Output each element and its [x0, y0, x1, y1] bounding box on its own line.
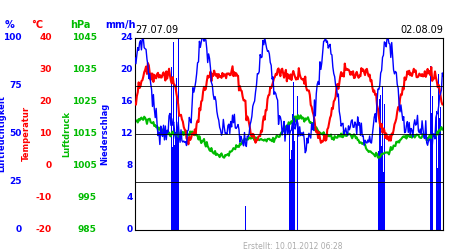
- Bar: [438, 74, 439, 230]
- Bar: [172, 147, 173, 230]
- Text: 75: 75: [9, 81, 22, 90]
- Text: 0: 0: [15, 226, 22, 234]
- Bar: [382, 86, 383, 230]
- Bar: [296, 111, 297, 230]
- Text: 1015: 1015: [72, 129, 97, 138]
- Bar: [430, 66, 431, 230]
- Text: 995: 995: [78, 194, 97, 202]
- Bar: [295, 128, 296, 230]
- Text: 1035: 1035: [72, 65, 97, 74]
- Text: 25: 25: [9, 178, 22, 186]
- Text: Luftdruck: Luftdruck: [62, 111, 71, 157]
- Text: 1045: 1045: [72, 33, 97, 42]
- Text: 20: 20: [40, 97, 52, 106]
- Bar: [175, 132, 176, 230]
- Bar: [431, 113, 432, 230]
- Text: 0: 0: [45, 161, 52, 170]
- Bar: [440, 107, 441, 230]
- Text: 1005: 1005: [72, 161, 97, 170]
- Bar: [378, 151, 379, 230]
- Bar: [293, 82, 294, 230]
- Text: 8: 8: [126, 161, 133, 170]
- Text: 100: 100: [3, 33, 22, 42]
- Bar: [290, 159, 291, 230]
- Bar: [291, 150, 292, 230]
- Bar: [379, 99, 380, 230]
- Text: 27.07.09: 27.07.09: [135, 24, 178, 34]
- Text: 30: 30: [40, 65, 52, 74]
- Text: 16: 16: [120, 97, 133, 106]
- Text: 12: 12: [120, 129, 133, 138]
- Text: %: %: [4, 20, 14, 30]
- Text: 0: 0: [126, 226, 133, 234]
- Text: mm/h: mm/h: [106, 20, 136, 30]
- Bar: [381, 146, 382, 230]
- Bar: [436, 111, 437, 230]
- Bar: [383, 172, 384, 230]
- Text: 40: 40: [39, 33, 52, 42]
- Bar: [384, 104, 385, 230]
- Text: Erstellt: 10.01.2012 06:28: Erstellt: 10.01.2012 06:28: [243, 242, 342, 250]
- Text: 4: 4: [126, 194, 133, 202]
- Text: 10: 10: [40, 129, 52, 138]
- Bar: [177, 137, 178, 230]
- Bar: [178, 38, 179, 230]
- Bar: [380, 96, 381, 230]
- Text: 20: 20: [121, 65, 133, 74]
- Text: -20: -20: [36, 226, 52, 234]
- Text: Temperatur: Temperatur: [22, 106, 31, 161]
- Text: hPa: hPa: [70, 20, 90, 30]
- Bar: [176, 78, 177, 230]
- Bar: [174, 145, 175, 230]
- Text: 24: 24: [120, 33, 133, 42]
- Text: Niederschlag: Niederschlag: [100, 102, 109, 165]
- Bar: [173, 42, 174, 230]
- Bar: [437, 168, 438, 230]
- Text: 1025: 1025: [72, 97, 97, 106]
- Bar: [439, 118, 440, 230]
- Text: 50: 50: [9, 129, 22, 138]
- Text: 985: 985: [78, 226, 97, 234]
- Bar: [289, 124, 290, 230]
- Bar: [294, 141, 295, 230]
- Text: Luftfeuchtigkeit: Luftfeuchtigkeit: [0, 95, 7, 172]
- Bar: [245, 206, 246, 230]
- Bar: [171, 67, 172, 230]
- Text: 02.08.09: 02.08.09: [400, 24, 443, 34]
- Text: °C: °C: [32, 20, 44, 30]
- Text: -10: -10: [36, 194, 52, 202]
- Bar: [297, 96, 298, 230]
